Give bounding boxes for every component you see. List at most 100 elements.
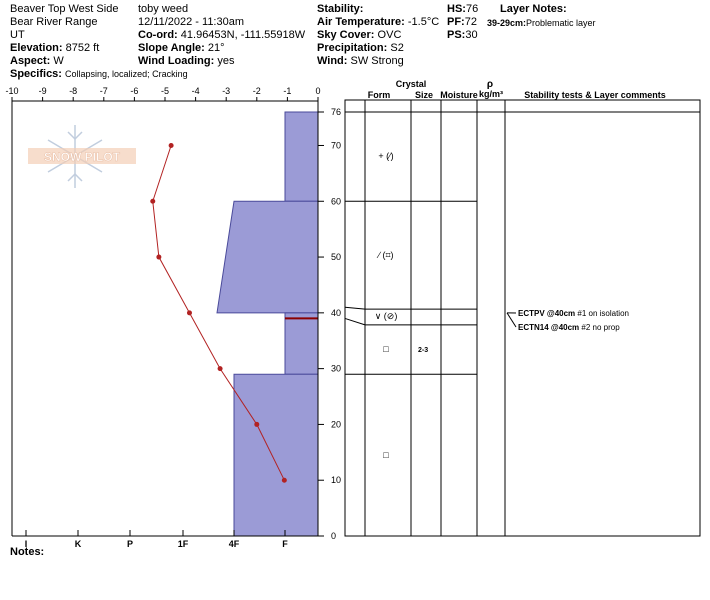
snowflake-icon bbox=[47, 125, 103, 188]
hs-label: HS: bbox=[447, 3, 466, 15]
wind-loading-label: Wind Loading: bbox=[138, 55, 215, 67]
temp-point bbox=[156, 254, 162, 260]
wind-loading-value: yes bbox=[217, 55, 235, 67]
size-header: Size bbox=[415, 90, 433, 100]
temp-point bbox=[217, 366, 223, 372]
hs: HS:76 bbox=[447, 3, 478, 16]
wind-loading: Wind Loading: yes bbox=[138, 55, 234, 68]
layer-grain-form: □ bbox=[383, 344, 389, 354]
layer-boundary bbox=[344, 306, 477, 310]
logo-text: SNOW PILOT bbox=[44, 150, 121, 164]
depth-tick-label: 30 bbox=[331, 364, 341, 374]
hardness-tick-label: P bbox=[127, 539, 133, 549]
notes-label: Notes: bbox=[10, 546, 45, 558]
observation-datetime: 12/11/2022 - 11:30am bbox=[138, 16, 245, 28]
hardness-layers bbox=[216, 111, 319, 537]
specifics-label: Specifics: bbox=[10, 68, 62, 80]
layer-note-text: Problematic layer bbox=[526, 18, 596, 28]
temp-tick-label: -6 bbox=[130, 86, 138, 96]
depth-tick-label: 70 bbox=[331, 140, 341, 150]
hardness-tick-label: K bbox=[75, 539, 82, 549]
elevation-value: 8752 ft bbox=[65, 42, 100, 54]
temp-tick-label: -7 bbox=[100, 86, 108, 96]
temp-point bbox=[281, 477, 287, 483]
coord-label: Co-ord: bbox=[138, 29, 178, 41]
depth-tick-label: 60 bbox=[331, 196, 341, 206]
temp-tick-label: -1 bbox=[283, 86, 291, 96]
temp-point bbox=[150, 198, 156, 204]
layer-grain-form: + (∕) bbox=[378, 151, 393, 161]
specifics-value: Collapsing, localized; Cracking bbox=[65, 69, 188, 79]
elevation-label: Elevation: bbox=[10, 42, 63, 54]
slope-angle: Slope Angle: 21° bbox=[138, 42, 225, 55]
layer-grain-form: ∕ (⌗) bbox=[376, 250, 393, 260]
elevation: Elevation: 8752 ft bbox=[10, 42, 99, 55]
test-connector bbox=[506, 312, 517, 328]
hardness-layer bbox=[216, 200, 319, 314]
test-comment: #2 no prop bbox=[581, 323, 620, 332]
density-unit: kg/m³ bbox=[479, 89, 503, 99]
ps-value: 30 bbox=[465, 29, 478, 41]
wind: Wind: SW Strong bbox=[317, 55, 404, 68]
table-header: Crystal Form Size Moisture ρ kg/m³ Stabi… bbox=[368, 79, 666, 100]
slope-value: 21° bbox=[207, 42, 225, 54]
form-header: Form bbox=[368, 90, 391, 100]
layer-grain-form: ∨ (⊘) bbox=[375, 311, 398, 321]
temp-tick-label: -3 bbox=[222, 86, 230, 96]
hardness-axis: I K P 1F 4F F bbox=[12, 530, 318, 549]
temp-point bbox=[186, 310, 192, 316]
comments-header: Stability tests & Layer comments bbox=[524, 90, 666, 100]
plot-frame bbox=[11, 100, 319, 536]
state-name: UT bbox=[10, 29, 25, 41]
air-temp-value: -1.5°C bbox=[407, 16, 440, 28]
aspect-value: W bbox=[53, 55, 64, 67]
pf-label: PF: bbox=[447, 16, 465, 28]
moisture-header: Moisture bbox=[440, 90, 478, 100]
hardness-layer bbox=[284, 312, 319, 375]
aspect: Aspect: W bbox=[10, 55, 64, 68]
sky-label: Sky Cover: bbox=[317, 29, 375, 41]
test-code: ECTN14 @40cm bbox=[518, 323, 581, 332]
hardness-tick-label: F bbox=[282, 539, 288, 549]
precip-label: Precipitation: bbox=[317, 42, 388, 54]
coord-value: 41.96453N, -111.55918W bbox=[180, 29, 306, 41]
sky-value: OVC bbox=[377, 29, 402, 41]
hardness-tick-label: 1F bbox=[178, 539, 189, 549]
crystal-header: Crystal bbox=[396, 79, 427, 89]
depth-tick-label: 10 bbox=[331, 475, 341, 485]
temp-tick-label: -2 bbox=[253, 86, 261, 96]
air-temp-label: Air Temperature: bbox=[317, 16, 405, 28]
table-border bbox=[344, 99, 701, 537]
slope-label: Slope Angle: bbox=[138, 42, 205, 54]
pf: PF:72 bbox=[447, 16, 477, 29]
layer-boundary bbox=[344, 317, 477, 326]
wind-label: Wind: bbox=[317, 55, 348, 67]
layer-note: 39-29cm:Problematic layer bbox=[487, 17, 596, 30]
ps-label: PS: bbox=[447, 29, 466, 41]
depth-tick-label: 40 bbox=[331, 308, 341, 318]
stability-test: ECTPV @40cm #1 on isolation bbox=[518, 309, 629, 318]
temp-point bbox=[254, 421, 260, 427]
coordinates: Co-ord: 41.96453N, -111.55918W bbox=[138, 29, 305, 42]
temp-tick-label: -9 bbox=[39, 86, 47, 96]
layer-table: + (∕) ∕ (⌗) ∨ (⊘) □ 2-3 □ ECTPV @40cm #1 on is… bbox=[344, 99, 701, 537]
sky-cover: Sky Cover: OVC bbox=[317, 29, 401, 42]
location-name: Beaver Top West Side bbox=[10, 3, 119, 15]
temp-tick-label: -4 bbox=[192, 86, 200, 96]
layer-note-range: 39-29cm: bbox=[487, 18, 527, 28]
stability-test: ECTN14 @40cm #2 no prop bbox=[518, 323, 620, 332]
stability: Stability: bbox=[317, 3, 363, 16]
observer-name: toby weed bbox=[138, 3, 189, 15]
hardness-layer bbox=[233, 373, 319, 537]
temp-tick-label: -5 bbox=[161, 86, 169, 96]
depth-axis: 0 10 20 30 40 50 60 70 76 bbox=[318, 107, 341, 541]
layer-grain-form: □ bbox=[383, 450, 389, 460]
hs-value: 76 bbox=[465, 3, 479, 15]
air-temperature: Air Temperature: -1.5°C bbox=[317, 16, 439, 29]
aspect-label: Aspect: bbox=[10, 55, 51, 67]
depth-tick-label: 0 bbox=[331, 531, 336, 541]
density-symbol: ρ bbox=[487, 79, 493, 90]
specifics: Specifics: Collapsing, localized; Cracki… bbox=[10, 68, 188, 81]
temperature-profile bbox=[150, 142, 287, 483]
pf-value: 72 bbox=[464, 16, 477, 28]
